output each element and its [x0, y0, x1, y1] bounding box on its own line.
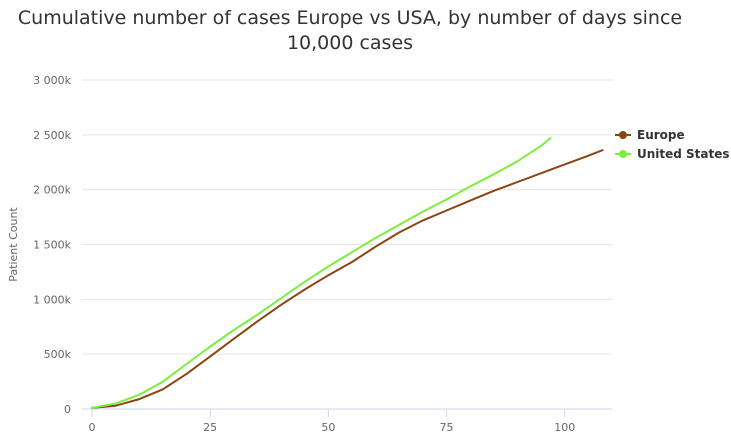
legend-item-label: Europe [637, 128, 685, 142]
legend-item-label: United States [637, 147, 730, 161]
x-tick-label: 75 [440, 421, 454, 434]
x-tick-label: 100 [554, 421, 575, 434]
chart-title-line-1: Cumulative number of cases Europe vs USA… [17, 7, 683, 29]
y-tick-label: 2 000k [33, 184, 71, 197]
series-line-1 [91, 137, 552, 409]
legend-symbol-marker [619, 131, 627, 139]
x-tick-label: 50 [321, 421, 335, 434]
y-tick-label: 3 000k [33, 74, 71, 87]
y-tick-label: 2 500k [33, 129, 71, 142]
y-tick-label: 0 [64, 403, 71, 416]
legend-symbol-marker [619, 150, 627, 158]
y-tick-label: 1 000k [33, 293, 71, 306]
series-line-0 [91, 149, 604, 409]
x-tick-label: 0 [89, 421, 96, 434]
y-axis-title: Patient Count [7, 207, 20, 282]
chart-title-line-2: 10,000 cases [286, 32, 414, 54]
x-tick-label: 25 [203, 421, 217, 434]
y-tick-label: 1 500k [33, 239, 71, 252]
chart-title: Cumulative number of cases Europe vs USA… [0, 6, 700, 56]
y-tick-label: 500k [44, 348, 72, 361]
